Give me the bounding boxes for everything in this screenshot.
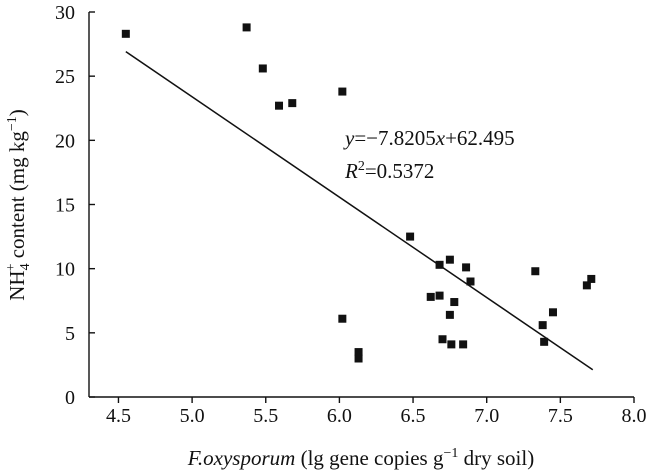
data-point — [587, 274, 596, 283]
x-tick-label: 8.0 — [622, 405, 647, 427]
r-symbol: R — [344, 159, 358, 183]
x-tick-label: 7.0 — [474, 405, 499, 427]
x-tick-label: 5.0 — [180, 405, 205, 427]
data-point — [258, 64, 267, 73]
y-ticks: 0 5 10 15 20 25 30 — [55, 2, 95, 409]
axes — [88, 12, 634, 398]
data-point — [406, 232, 415, 241]
x-axis-title-end: dry soil) — [458, 446, 534, 470]
data-points — [121, 23, 596, 363]
data-point — [288, 99, 297, 108]
data-point — [531, 267, 540, 276]
y-axis-title: NH4+ content (mg kg−1) — [4, 109, 33, 301]
data-point — [548, 308, 557, 317]
x-tick-label: 6.0 — [327, 405, 352, 427]
y-axis-title-sub: 4 — [18, 263, 33, 270]
y-tick-label: 5 — [65, 323, 75, 345]
data-point — [435, 260, 444, 269]
y-tick-label: 30 — [55, 2, 75, 24]
data-point — [435, 291, 444, 300]
data-point — [450, 298, 459, 307]
data-point — [538, 321, 547, 330]
y-tick-label: 20 — [55, 130, 75, 152]
r-squared-label: R2=0.5372 — [344, 159, 434, 183]
x-tick-label: 6.5 — [401, 405, 426, 427]
regression-equation: y=−7.8205x+62.495 — [343, 126, 515, 150]
y-tick-label: 0 — [65, 387, 75, 409]
equation-slope: =−7.8205 — [354, 126, 435, 150]
data-point — [242, 23, 251, 32]
data-point — [447, 340, 456, 349]
y-tick-label: 15 — [55, 195, 75, 217]
x-axis-title-unit: (lg gene copies g — [295, 446, 444, 470]
trend-line — [125, 51, 594, 371]
data-point — [354, 348, 363, 357]
x-axis-title: F.oxysporum (lg gene copies g−1 dry soil… — [187, 446, 534, 470]
data-point — [582, 281, 591, 290]
y-axis-title-sup: + — [4, 263, 19, 271]
y-tick-label: 25 — [55, 66, 75, 88]
data-point — [338, 87, 347, 96]
x-tick-label: 4.5 — [106, 405, 131, 427]
data-point — [445, 255, 454, 264]
x-tick-label: 7.5 — [548, 405, 573, 427]
r-squared-value: =0.5372 — [365, 159, 435, 183]
data-point — [540, 337, 549, 346]
data-point — [426, 292, 435, 301]
data-point — [445, 310, 454, 319]
x-axis-title-species: F.oxysporum — [187, 446, 296, 470]
data-point — [338, 314, 347, 323]
data-point — [462, 263, 471, 272]
data-point — [275, 101, 284, 110]
data-point — [354, 354, 363, 363]
x-tick-label: 5.5 — [253, 405, 278, 427]
x-axis-title-sup: −1 — [443, 446, 458, 461]
data-point — [121, 29, 130, 38]
r-superscript: 2 — [358, 159, 365, 174]
y-axis-title-nh: NH — [5, 270, 29, 300]
data-point — [466, 277, 475, 286]
equation-intercept: +62.495 — [445, 126, 515, 150]
equation-y: y — [343, 126, 355, 150]
y-axis-title-rest: content (mg kg — [5, 131, 29, 264]
data-point — [438, 335, 447, 344]
equation-x: x — [435, 126, 446, 150]
y-axis-title-end: ) — [5, 109, 29, 116]
x-ticks: 4.5 5.0 5.5 6.0 6.5 7.0 7.5 8.0 — [106, 397, 647, 427]
data-point — [459, 340, 468, 349]
y-tick-label: 10 — [55, 259, 75, 281]
y-axis-title-sup2: −1 — [5, 116, 20, 131]
